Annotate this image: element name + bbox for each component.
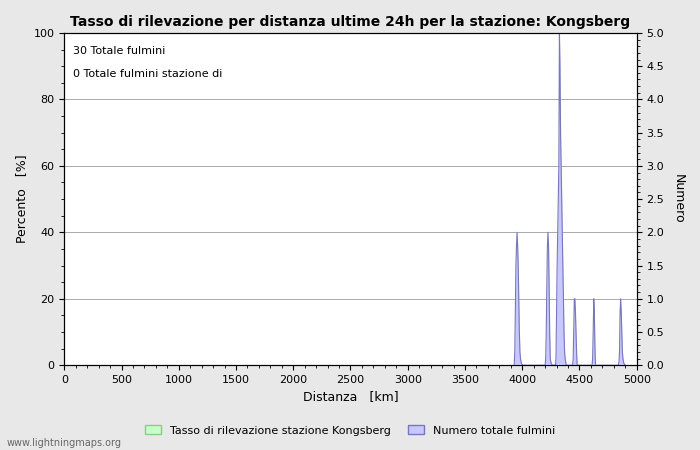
X-axis label: Distanza   [km]: Distanza [km] — [302, 391, 398, 404]
Text: 0 Totale fulmini stazione di: 0 Totale fulmini stazione di — [73, 69, 222, 80]
Y-axis label: Numero: Numero — [672, 174, 685, 224]
Title: Tasso di rilevazione per distanza ultime 24h per la stazione: Kongsberg: Tasso di rilevazione per distanza ultime… — [71, 15, 631, 29]
Text: 30 Totale fulmini: 30 Totale fulmini — [73, 46, 165, 56]
Legend: Tasso di rilevazione stazione Kongsberg, Numero totale fulmini: Tasso di rilevazione stazione Kongsberg,… — [140, 421, 560, 440]
Y-axis label: Percento   [%]: Percento [%] — [15, 155, 28, 243]
Text: www.lightningmaps.org: www.lightningmaps.org — [7, 438, 122, 448]
